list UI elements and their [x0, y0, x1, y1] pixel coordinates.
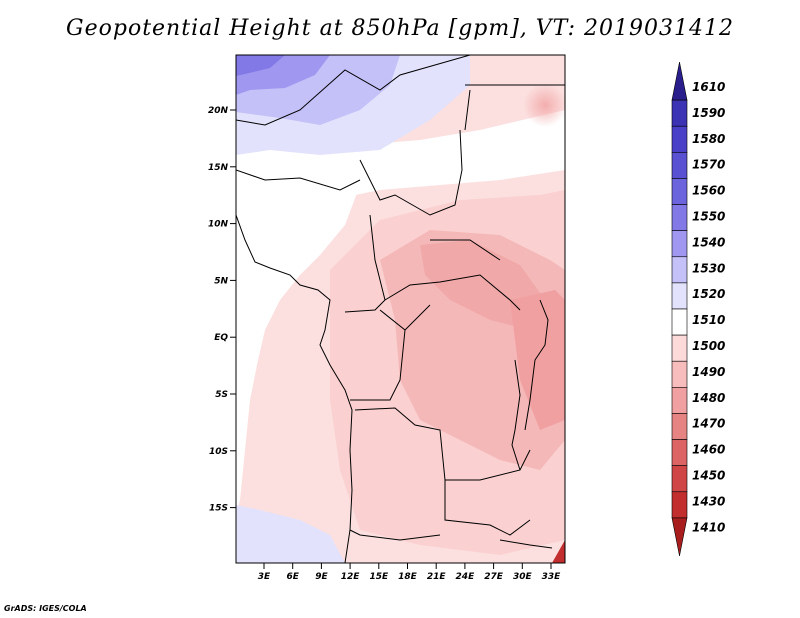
lat-label: 10S	[209, 447, 228, 457]
lon-label: 33E	[542, 572, 562, 582]
colorbar-swatch	[671, 152, 688, 179]
colorbar: 1610 1590 1580 1570 1560 1550 1540 1530 1520 1510…	[671, 61, 725, 557]
colorbar-label: 1550	[692, 210, 725, 224]
colorbar-label: 1490	[692, 365, 725, 379]
colorbar-swatch	[671, 491, 688, 519]
lon-label: 24E	[456, 572, 476, 582]
lat-label: 5N	[214, 276, 228, 286]
colorbar-label: 1610	[692, 80, 725, 94]
colorbar-label: 1530	[692, 261, 725, 275]
colorbar-label: 1520	[692, 287, 725, 301]
map-field	[236, 55, 565, 563]
map-figure: 20N 15N 10N 5N EQ 5S 10S 15S 3E 6E 9E 12E 15E 18E 21E…	[208, 54, 725, 582]
colorbar-label: 1410	[692, 520, 725, 534]
colorbar-label: 1450	[692, 469, 725, 483]
colorbar-swatch	[671, 465, 688, 493]
lon-label: 12E	[341, 572, 361, 582]
colorbar-swatch	[671, 230, 688, 258]
colorbar-label: 1570	[692, 158, 725, 172]
colorbar-swatch	[671, 178, 688, 205]
lat-label: 10N	[208, 220, 229, 230]
latitude-axis: 20N 15N 10N 5N EQ 5S 10S 15S	[208, 106, 236, 514]
colorbar-swatch	[671, 387, 688, 414]
colorbar-swatch	[671, 99, 688, 127]
colorbar-label: 1470	[692, 417, 725, 431]
grads-credit: GrADS: IGES/COLA	[4, 604, 87, 613]
lat-label: 15S	[209, 504, 228, 514]
lon-label: 30E	[513, 572, 533, 582]
colorbar-swatch	[671, 61, 688, 101]
lon-label: 27E	[484, 572, 504, 582]
colorbar-swatch	[671, 204, 688, 231]
lon-label: 15E	[369, 572, 389, 582]
colorbar-label: 1540	[692, 235, 725, 249]
country-borders	[236, 55, 565, 563]
colorbar-swatch	[671, 282, 688, 310]
lon-label: 18E	[398, 572, 418, 582]
colorbar-swatch	[671, 439, 688, 466]
lat-label: 15N	[208, 163, 229, 173]
colorbar-label: 1560	[692, 184, 725, 198]
lat-label: 5S	[215, 390, 228, 400]
colorbar-label: 1460	[692, 443, 725, 457]
colorbar-label: 1500	[692, 339, 725, 353]
colorbar-swatch	[671, 308, 688, 336]
map-frame	[235, 54, 566, 564]
lat-label: EQ	[214, 333, 228, 343]
colorbar-swatch	[671, 360, 688, 388]
lon-label: 9E	[315, 572, 328, 582]
colorbar-label: 1580	[692, 132, 725, 146]
colorbar-swatch	[671, 517, 688, 557]
colorbar-swatch	[671, 334, 688, 362]
lon-label: 3E	[258, 572, 271, 582]
colorbar-swatch	[671, 256, 688, 284]
chart-title: Geopotential Height at 850hPa [gpm], VT:…	[66, 16, 734, 41]
longitude-axis: 3E 6E 9E 12E 15E 18E 21E 24E 27E 30E 33E	[258, 563, 561, 582]
colorbar-swatch	[671, 125, 688, 153]
colorbar-label: 1510	[692, 313, 725, 327]
lon-label: 21E	[427, 572, 447, 582]
lon-label: 6E	[286, 572, 299, 582]
colorbar-label: 1430	[692, 494, 725, 508]
colorbar-label: 1480	[692, 391, 725, 405]
lat-label: 20N	[208, 106, 229, 116]
colorbar-swatch	[671, 413, 688, 440]
colorbar-label: 1590	[692, 106, 725, 120]
